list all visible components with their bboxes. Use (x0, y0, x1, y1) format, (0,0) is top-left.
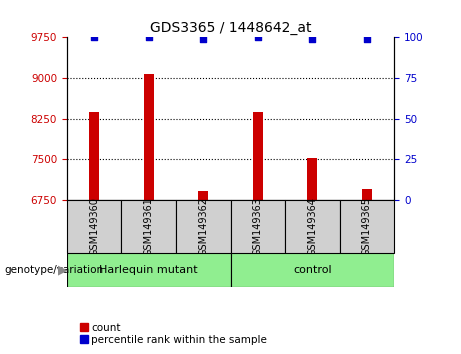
Bar (121, 200, 176, 253)
Text: genotype/variation: genotype/variation (5, 265, 104, 275)
Text: GSM149361: GSM149361 (144, 197, 154, 256)
Point (90, 34, 98, 40)
Point (200, 36, 207, 42)
Bar (340, 200, 394, 253)
Point (309, 36, 316, 42)
Bar (176, 200, 230, 253)
Text: GSM149363: GSM149363 (253, 197, 263, 256)
Bar (285, 200, 340, 253)
Bar (89, 112, 99, 200)
Bar (67, 253, 230, 287)
Text: ▶: ▶ (58, 263, 67, 276)
Bar (230, 200, 285, 253)
Bar (253, 112, 263, 200)
Text: control: control (293, 265, 331, 275)
Bar (307, 158, 317, 200)
Text: GSM149362: GSM149362 (198, 197, 208, 256)
Bar (67, 200, 121, 253)
Text: GSM149364: GSM149364 (307, 197, 317, 256)
Bar (362, 189, 372, 200)
Point (145, 34, 152, 40)
Text: GSM149365: GSM149365 (362, 197, 372, 256)
Legend: count, percentile rank within the sample: count, percentile rank within the sample (77, 318, 271, 349)
Bar (198, 191, 208, 200)
Bar (144, 74, 154, 200)
Text: Harlequin mutant: Harlequin mutant (100, 265, 198, 275)
Point (363, 36, 371, 42)
Title: GDS3365 / 1448642_at: GDS3365 / 1448642_at (150, 21, 311, 35)
Text: GSM149360: GSM149360 (89, 197, 99, 256)
Bar (230, 253, 394, 287)
Point (254, 34, 261, 40)
